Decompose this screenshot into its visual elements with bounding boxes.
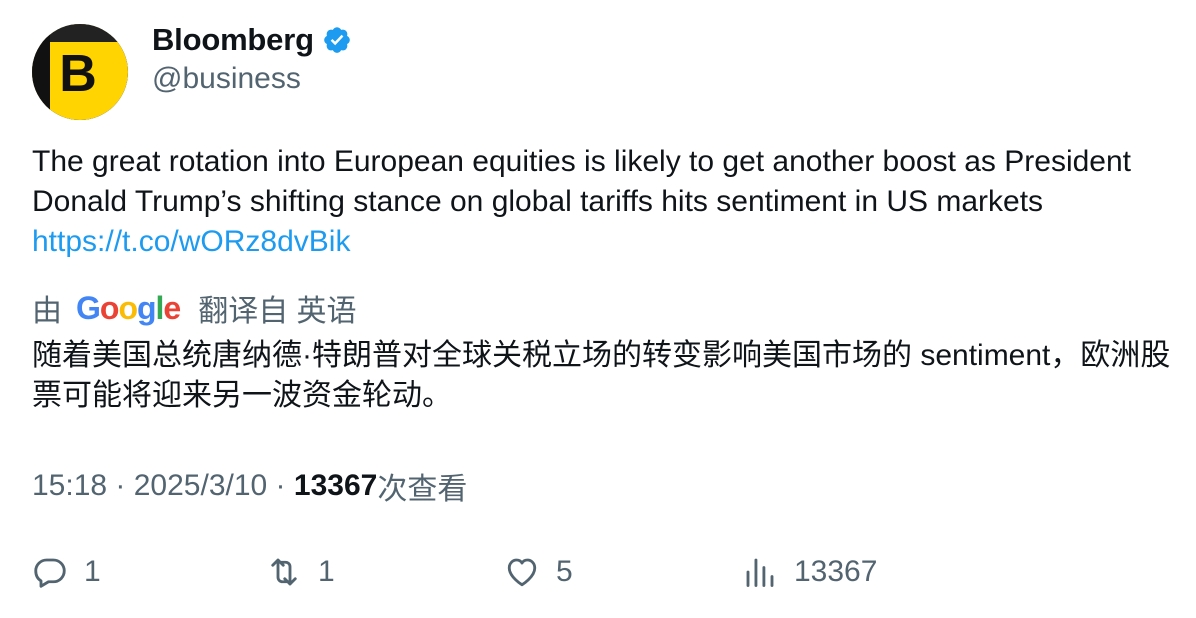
google-logo-letter: g [136, 289, 157, 326]
retweet-count: 1 [318, 555, 335, 588]
google-logo: Google [76, 289, 181, 327]
reply-icon [34, 558, 66, 588]
reply-count: 1 [84, 555, 101, 588]
avatar-letter: B [59, 45, 97, 103]
translation-prefix: 由 [32, 295, 62, 328]
analytics-icon [746, 558, 774, 587]
google-logo-letter: o [99, 289, 120, 326]
action-bar: 1 1 5 13367 [32, 552, 1172, 592]
tweet-body: The great rotation into European equitie… [32, 145, 1131, 218]
like-count: 5 [556, 555, 573, 588]
tweet-time[interactable]: 15:18 [32, 469, 108, 502]
verified-badge-icon[interactable] [322, 25, 352, 55]
google-logo-letter: G [76, 289, 101, 326]
heart-icon [507, 558, 537, 587]
views-label: 次查看 [377, 473, 468, 506]
translation-attribution: 由 Google 翻译自 英语 [32, 288, 357, 329]
reply-button[interactable]: 1 [32, 552, 101, 592]
meta-separator-2: · [267, 469, 294, 502]
like-button[interactable]: 5 [504, 552, 573, 592]
author-name-row: Bloomberg [152, 22, 352, 58]
google-logo-letter: l [155, 289, 165, 326]
views-action-count: 13367 [794, 555, 878, 588]
retweet-button[interactable]: 1 [266, 552, 335, 592]
tweet-link[interactable]: https://t.co/wORz8dvBik [32, 225, 351, 258]
google-logo-letter: e [163, 289, 181, 326]
author-display-name[interactable]: Bloomberg [152, 22, 314, 57]
views-button[interactable]: 13367 [742, 552, 877, 592]
tweet-text: The great rotation into European equitie… [32, 142, 1162, 262]
translated-text: 随着美国总统唐纳德·特朗普对全球关税立场的转变影响美国市场的 sentiment… [32, 339, 1171, 412]
bloomberg-logo-icon: B [32, 24, 128, 120]
meta-separator: · [107, 469, 134, 502]
google-logo-letter: o [118, 289, 138, 326]
tweet-date[interactable]: 2025/3/10 [133, 469, 268, 502]
avatar[interactable]: B [32, 24, 128, 120]
translation-suffix[interactable]: 翻译自 英语 [198, 295, 357, 328]
tweet-meta: 15:18 · 2025/3/10 · 13367 次查看 [32, 464, 467, 508]
retweet-icon [271, 558, 297, 586]
views-count: 13367 [293, 469, 378, 502]
author-handle[interactable]: @business [152, 62, 301, 95]
